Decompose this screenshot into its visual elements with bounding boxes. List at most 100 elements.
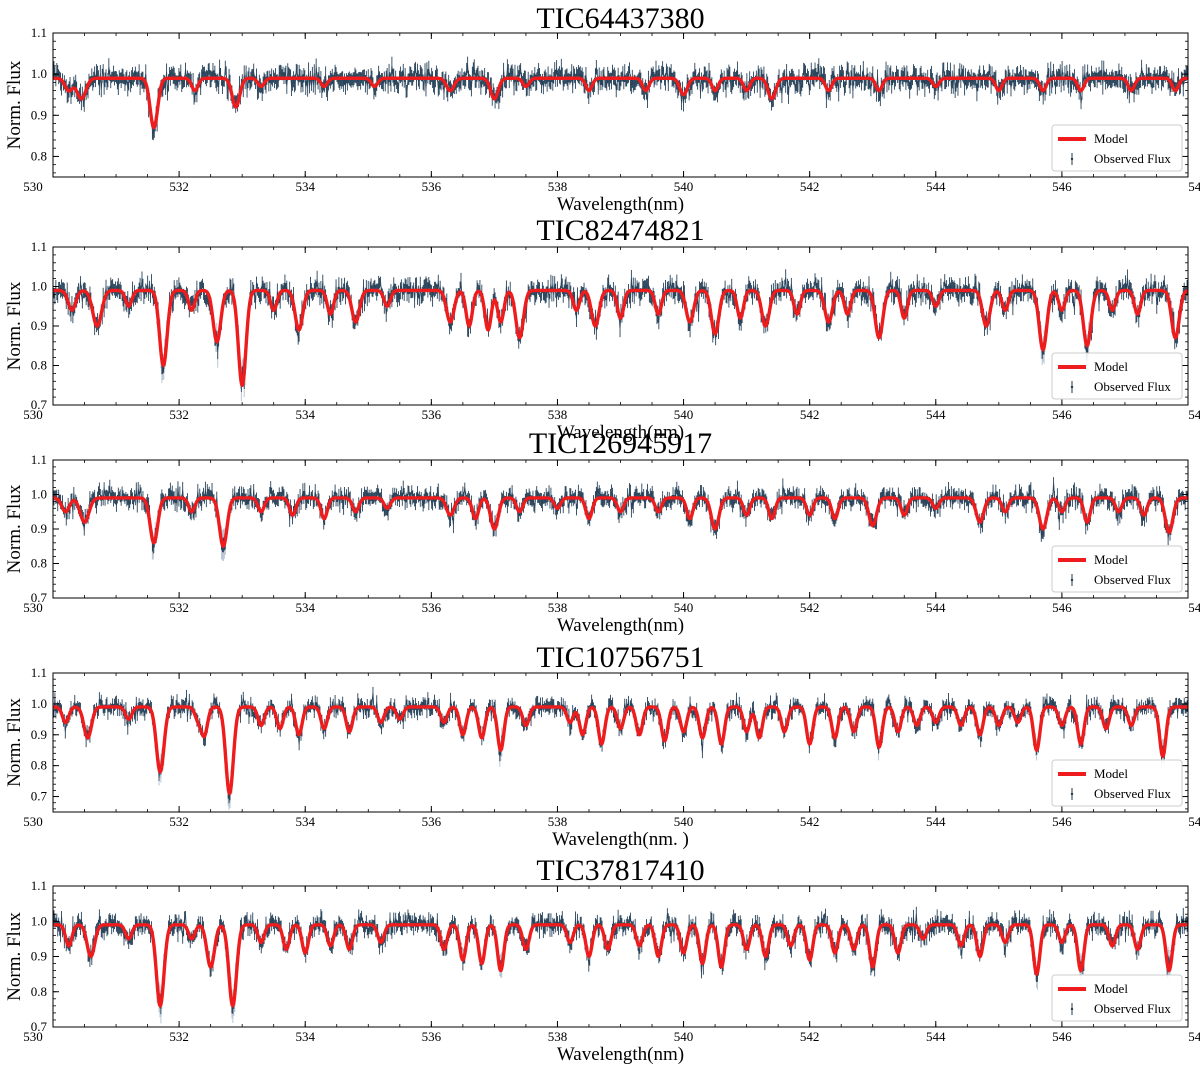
legend-observed-label: Observed Flux	[1094, 1001, 1171, 1016]
x-tick-label: 542	[800, 179, 820, 194]
x-tick-label: 540	[674, 1029, 694, 1044]
legend: Model Observed Flux	[1051, 124, 1183, 172]
y-tick-label: 1.0	[31, 913, 47, 928]
x-tick-label: 542	[800, 1029, 820, 1044]
y-tick-label: 0.7	[31, 1019, 48, 1034]
y-tick-label: 1.1	[31, 239, 47, 254]
x-tick-label: 534	[295, 407, 315, 422]
observed-flux-errorbars	[53, 269, 1188, 392]
model-series-line	[53, 705, 1188, 796]
model-series-line	[53, 288, 1188, 387]
y-tick-label: 0.9	[31, 521, 47, 536]
x-tick-label: 540	[674, 600, 694, 615]
spectrum-panel-1: TIC64437380 530 532 534 536 538 540 542 544 546 54…	[4, 2, 1200, 215]
y-axis-label: Norm. Flux	[4, 60, 25, 149]
x-axis-label: Wavelength(nm)	[557, 615, 684, 636]
y-tick-label: 0.8	[31, 758, 47, 773]
x-tick-label: 530	[23, 1029, 43, 1044]
x-tick-label: 546	[1052, 179, 1072, 194]
y-tick-label: 0.8	[31, 358, 47, 373]
model-series-line	[53, 76, 1188, 130]
legend-box	[1051, 124, 1183, 172]
y-tick-label: 1.0	[31, 279, 47, 294]
y-tick-label: 0.7	[31, 590, 48, 605]
legend-observed-marker	[1070, 385, 1074, 389]
x-tick-label: 548	[1188, 179, 1200, 194]
spectrum-panel-5: TIC37817410 530 532 534 536 538 540 542 544 546 54…	[4, 854, 1200, 1065]
x-tick-label: 544	[926, 179, 946, 194]
legend: Model Observed Flux	[1051, 974, 1183, 1022]
observed-flux-series	[53, 686, 1188, 810]
x-tick-label: 532	[169, 814, 189, 829]
x-axis-label: Wavelength(nm. )	[552, 829, 689, 850]
y-axis-label: Norm. Flux	[4, 698, 25, 787]
y-tick-label: 0.8	[31, 556, 47, 571]
x-tick-label: 542	[800, 814, 820, 829]
x-tick-label: 530	[23, 600, 43, 615]
x-axis-label: Wavelength(nm)	[557, 1044, 684, 1065]
y-tick-label: 0.8	[31, 148, 47, 163]
x-tick-label: 544	[926, 407, 946, 422]
y-tick-label: 1.1	[31, 452, 47, 467]
legend: Model Observed Flux	[1051, 545, 1183, 593]
x-tick-label: 534	[295, 814, 315, 829]
x-tick-label: 532	[169, 600, 189, 615]
observed-flux-series	[53, 56, 1188, 141]
y-tick-label: 0.9	[31, 107, 47, 122]
legend-box	[1051, 545, 1183, 593]
x-tick-label: 530	[23, 179, 43, 194]
observed-flux-errorbars	[53, 56, 1188, 141]
legend-box	[1051, 352, 1183, 400]
x-tick-label: 530	[23, 407, 43, 422]
x-tick-label: 530	[23, 814, 43, 829]
x-tick-label: 548	[1188, 407, 1200, 422]
y-tick-label: 0.8	[31, 984, 47, 999]
x-tick-label: 548	[1188, 600, 1200, 615]
legend-observed-marker	[1070, 1007, 1074, 1011]
y-tick-label: 0.7	[31, 789, 48, 804]
y-tick-label: 1.0	[31, 696, 47, 711]
x-tick-label: 534	[295, 1029, 315, 1044]
x-tick-label: 534	[295, 600, 315, 615]
legend-model-label: Model	[1094, 766, 1128, 781]
panel-title: TIC126945917	[529, 427, 712, 460]
y-tick-label: 0.9	[31, 727, 47, 742]
x-tick-label: 532	[169, 1029, 189, 1044]
x-tick-label: 542	[800, 407, 820, 422]
y-tick-label: 0.7	[31, 397, 48, 412]
panel-title: TIC64437380	[536, 2, 704, 35]
legend-model-label: Model	[1094, 981, 1128, 996]
x-tick-label: 544	[926, 1029, 946, 1044]
y-tick-label: 0.9	[31, 949, 47, 964]
y-tick-label: 1.1	[31, 878, 47, 893]
x-tick-label: 536	[422, 814, 442, 829]
x-tick-label: 548	[1188, 814, 1200, 829]
y-tick-label: 0.9	[31, 318, 47, 333]
legend: Model Observed Flux	[1051, 759, 1183, 807]
x-tick-label: 538	[548, 600, 568, 615]
legend-box	[1051, 974, 1183, 1022]
panel-title: TIC37817410	[536, 854, 704, 887]
legend-observed-label: Observed Flux	[1094, 379, 1171, 394]
observed-flux-uncertainty	[155, 946, 1171, 1024]
x-tick-label: 546	[1052, 814, 1072, 829]
spectrum-panel-4: TIC10756751 530 532 534 536 538 540 542 544 546 54…	[4, 641, 1200, 850]
x-tick-label: 544	[926, 600, 946, 615]
x-tick-label: 536	[422, 1029, 442, 1044]
x-tick-label: 540	[674, 407, 694, 422]
x-tick-label: 540	[674, 814, 694, 829]
x-tick-label: 540	[674, 179, 694, 194]
x-tick-label: 546	[1052, 600, 1072, 615]
legend-box	[1051, 759, 1183, 807]
x-tick-label: 538	[548, 814, 568, 829]
y-tick-label: 1.1	[31, 665, 47, 680]
y-tick-label: 1.0	[31, 487, 47, 502]
legend-observed-label: Observed Flux	[1094, 786, 1171, 801]
observed-flux-uncertainty	[156, 727, 1165, 810]
model-series-line	[53, 496, 1188, 548]
x-tick-label: 542	[800, 600, 820, 615]
y-tick-label: 1.1	[31, 25, 47, 40]
legend-model-label: Model	[1094, 359, 1128, 374]
x-tick-label: 534	[295, 179, 315, 194]
